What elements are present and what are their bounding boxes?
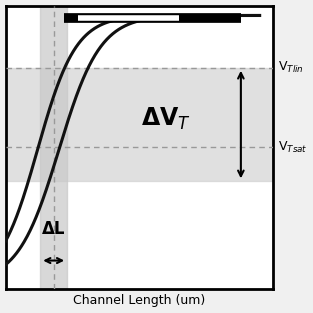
- Text: ΔV$_T$: ΔV$_T$: [141, 106, 191, 132]
- Text: V$_{Tsat}$: V$_{Tsat}$: [278, 140, 308, 155]
- Text: V$_{Tlin}$: V$_{Tlin}$: [278, 60, 304, 75]
- Bar: [6, 68, 273, 181]
- X-axis label: Channel Length (um): Channel Length (um): [73, 295, 205, 307]
- Text: ΔL: ΔL: [42, 220, 65, 238]
- Bar: [40, 6, 67, 289]
